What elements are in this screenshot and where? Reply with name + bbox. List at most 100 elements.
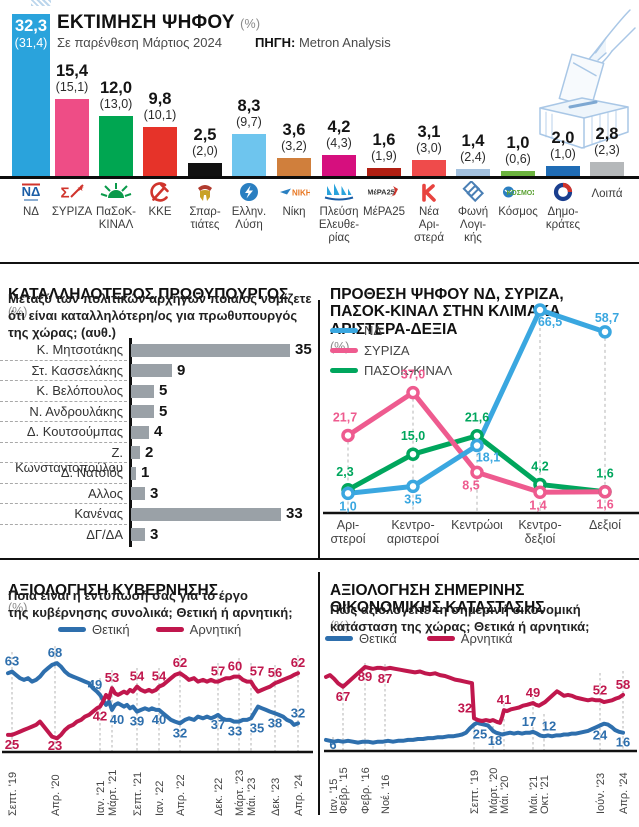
svg-text:17: 17	[522, 714, 536, 729]
vote-bar	[12, 14, 50, 176]
pm-row-label: Ν. Ανδρουλάκης	[29, 403, 123, 419]
vote-bar-value: 2,0	[551, 129, 575, 147]
spartiates-logo	[198, 185, 212, 201]
svg-text:40: 40	[110, 712, 124, 727]
svg-text:49: 49	[88, 677, 102, 692]
svg-text:18,1: 18,1	[476, 451, 500, 465]
pm-value: 1	[141, 464, 150, 481]
x-axis-label: Φεβρ. '15	[338, 767, 350, 814]
svg-text:21,7: 21,7	[333, 410, 357, 424]
svg-text:ΜέΡΑ25: ΜέΡΑ25	[368, 188, 395, 197]
mera25-logo: ΜέΡΑ25	[368, 186, 398, 197]
vote-bar-value: 9,8	[148, 90, 172, 108]
x-axis-label: Δεκ. '22	[213, 777, 225, 816]
x-axis-label: Μάρτ. '23	[234, 769, 246, 816]
scale-x-label: Κεντρο- αριστεροί	[386, 518, 440, 546]
legend-swatch	[330, 348, 358, 353]
svg-text:ΝΙΚΗ: ΝΙΚΗ	[292, 189, 310, 198]
x-axis-label: Οκτ. '21	[539, 775, 551, 814]
pm-value: 9	[177, 361, 186, 379]
scale-x-label: Κεντρώοι	[451, 518, 503, 532]
pm-bar	[131, 487, 145, 500]
legend-item: ΝΔ	[330, 323, 382, 338]
gov-chart-title-unit: (%)	[8, 601, 28, 615]
ballot-box-illustration	[532, 8, 636, 160]
legend-item: Θετική	[58, 622, 130, 637]
svg-text:54: 54	[152, 669, 167, 684]
svg-text:24: 24	[593, 728, 608, 743]
gov-chart-title-text: ΑΞΙΟΛΟΓΗΣΗ ΚΥΒΕΡΝΗΣΗΣ	[8, 581, 218, 599]
party-logo: ΝΔ	[15, 181, 47, 203]
vote-bar	[188, 163, 222, 176]
vote-bar-prev: (2,4)	[460, 150, 486, 164]
svg-text:37: 37	[211, 717, 225, 732]
vote-bar-value: 15,4	[55, 62, 89, 80]
svg-text:58,7: 58,7	[595, 311, 619, 325]
party-name: Σπαρ- τιάτες	[189, 206, 221, 231]
svg-text:18: 18	[488, 733, 502, 748]
legend-label: Θετικά	[359, 631, 397, 646]
vote-chart-baseline	[0, 176, 639, 179]
mid-panel-divider	[318, 300, 320, 558]
ballot-box-icon	[539, 9, 636, 149]
party-logo: Σ ★	[56, 181, 88, 203]
page-title: ΕΚΤΙΜΗΣΗ ΨΗΦΟΥ (%)	[57, 12, 260, 34]
vote-bar-prev: (9,7)	[236, 115, 262, 129]
decorative-hatch	[31, 0, 51, 6]
legend-item: ΠΑΣΟΚ-ΚΙΝΑΛ	[330, 363, 452, 378]
legend-swatch	[330, 368, 358, 373]
svg-text:52: 52	[593, 682, 607, 697]
vote-bar-prev: (2,3)	[594, 143, 620, 157]
pm-bar	[131, 446, 140, 459]
pasok-logo	[100, 183, 132, 198]
vote-bar-prev: (13,0)	[99, 97, 133, 111]
x-axis-label: Μάρτ. '21	[107, 769, 119, 816]
vote-bar	[590, 162, 624, 176]
party-name: Λοιπά	[591, 188, 623, 200]
source: ΠΗΓΗ: Metron Analysis	[255, 35, 391, 50]
foni-logikis-logo	[462, 181, 485, 203]
gov-chart-title: ΑΞΙΟΛΟΓΗΣΗ ΚΥΒΕΡΝΗΣΗΣ (%)	[8, 564, 218, 618]
vote-bar-value: 1,0	[506, 134, 530, 152]
pm-chart-subtitle: Μεταξύ των πολιτικών αρχηγών ποια/ος νομ…	[8, 291, 312, 340]
party-logo	[100, 181, 132, 203]
party-name: Πλεύση Ελευθε- ρίας	[318, 206, 360, 244]
svg-text:25: 25	[5, 737, 19, 752]
legend-item: ΣΥΡΙΖΑ	[330, 343, 410, 358]
scale-legend: ΝΔ ΣΥΡΙΖΑ ΠΑΣΟΚ-ΚΙΝΑΛ	[330, 323, 452, 378]
svg-text:38: 38	[268, 715, 282, 730]
pm-value: 2	[145, 443, 154, 461]
kosmos-logo: ΚΟΣΜΟΣ	[503, 186, 534, 198]
source-value: Metron Analysis	[298, 35, 391, 50]
vote-bar-value: 4,2	[327, 118, 351, 136]
svg-text:63: 63	[5, 654, 19, 669]
party-name: ΝΔ	[23, 206, 39, 218]
vote-bar	[412, 160, 446, 176]
party-logo	[233, 181, 265, 203]
legend-swatch	[155, 627, 184, 632]
svg-text:39: 39	[130, 714, 144, 729]
page-title-unit: (%)	[240, 17, 261, 31]
party-logo: ΚΟΣΜΟΣ	[502, 181, 534, 203]
pm-row-label: Κανένας	[74, 506, 123, 521]
pm-row-label: Ζ. Κωνσταντοπούλου	[15, 444, 123, 475]
vote-bar-prev: (0,6)	[505, 152, 531, 166]
party-logo	[144, 181, 176, 203]
pm-value: 5	[159, 402, 168, 420]
x-axis-label: Φεβρ. '16	[360, 767, 372, 814]
vote-bar	[143, 127, 177, 176]
econ-chart-title-text: ΑΞΙΟΛΟΓΗΣΗ ΣΗΜΕΡΙΝΗΣ ΟΙΚΟΝΟΜΙΚΗΣ ΚΑΤΑΣΤΑ…	[330, 581, 545, 617]
legend-swatch	[325, 636, 353, 641]
pm-row-label: Δ. Κουτσούμπας	[26, 424, 123, 439]
vote-bar-prev: (4,3)	[326, 136, 352, 150]
svg-text:58: 58	[616, 677, 630, 692]
pm-bar	[131, 384, 154, 398]
svg-text:ΚΟΣΜΟΣ: ΚΟΣΜΟΣ	[507, 190, 534, 197]
party-logo	[189, 181, 221, 203]
kke-logo	[150, 182, 169, 202]
svg-text:67: 67	[336, 689, 350, 704]
svg-text:1,4: 1,4	[529, 498, 546, 512]
vote-bar-value: 1,4	[461, 132, 485, 150]
gov-chart-subtitle: Ποια είναι η εντύπωσή σας για το έργο τη…	[8, 588, 293, 620]
